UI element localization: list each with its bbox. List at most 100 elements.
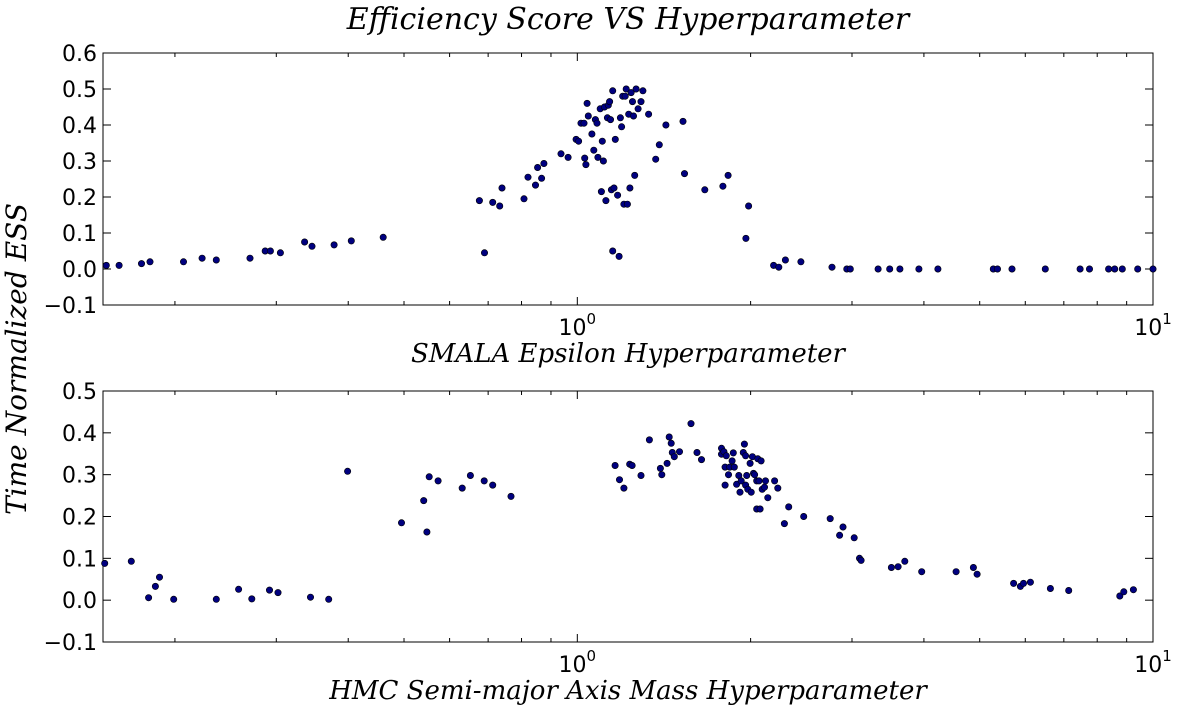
smala-data-point [679,117,687,125]
smala-ytick-label: 0.4 [62,114,97,139]
smala-data-point [652,155,660,163]
hmc-data-point [774,484,782,492]
smala-data-point [580,119,588,127]
smala-data-point [1086,265,1094,273]
smala-data-point [628,98,636,106]
shared-y-axis-label: Time Normalized ESS [0,203,33,515]
smala-data-point [626,184,634,192]
smala-data-point [1076,265,1084,273]
hmc-ytick-label: 0.4 [62,422,97,447]
hmc-data-point [156,573,164,581]
smala-data-point [915,265,923,273]
smala-data-point [276,249,284,257]
hmc-data-point [170,595,178,603]
hmc-data-point [742,452,750,460]
smala-data-point [797,258,805,266]
smala-data-point [531,181,539,189]
hmc-data-point [764,494,772,502]
hmc-ytick-label: −0.1 [44,631,97,656]
hmc-data-point [780,520,788,528]
smala-data-point [590,146,598,154]
hmc-data-point [721,481,729,489]
hmc-data-point [722,452,730,460]
hmc-data-point [1120,588,1128,596]
hmc-ytick-label: 0.5 [62,380,97,405]
smala-ytick-label: 0.3 [62,150,97,175]
hmc-xtick-label: 100 [559,647,597,678]
hmc-data-point [887,563,895,571]
hmc-ytick-label: 0.2 [62,506,97,531]
smala-data-point [993,265,1001,273]
smala-data-point [102,261,110,269]
smala-data-point [631,171,639,179]
smala-data-point [480,249,488,257]
smala-data-point [115,261,123,269]
hmc-data-point [740,440,748,448]
hmc-data-point [425,473,433,481]
figure-title: Efficiency Score VS Hyperparameter [346,2,911,37]
smala-data-point [609,87,617,95]
smala-data-point [584,112,592,120]
smala-data-point [680,170,688,178]
smala-data-point [598,137,606,145]
smala-data-point [347,237,355,245]
smala-data-point [896,265,904,273]
hmc-data-point [397,519,405,527]
smala-data-point [632,85,640,93]
hmc-data-point [693,448,701,456]
hmc-data-point [675,448,683,456]
hmc-data-point [1026,578,1034,586]
hmc-data-point [973,570,981,578]
smala-data-point [886,265,894,273]
smala-ytick-label: 0.2 [62,186,97,211]
smala-data-point [701,186,709,194]
smala-data-point [538,174,546,182]
hmc-data-point [127,557,135,565]
smala-data-point [662,121,670,129]
smala-data-point [1118,265,1126,273]
hmc-data-point [423,528,431,536]
smala-data-point [606,116,614,124]
smala-xtick-label: 101 [1134,310,1172,341]
smala-data-point [489,198,497,206]
hmc-data-point [480,477,488,485]
hmc-data-point [458,484,466,492]
smala-data-point [621,92,629,100]
smala-data-point [775,263,783,271]
hmc-data-point [756,505,764,513]
hmc-data-point [826,515,834,523]
smala-data-point [781,256,789,264]
smala-data-point [724,171,732,179]
hmc-data-point [645,436,653,444]
hmc-ytick-label: 0.1 [62,547,97,572]
hmc-data-point [434,477,442,485]
hmc-data-point [489,481,497,489]
hmc-data-point [265,586,273,594]
smala-data-point [602,197,610,205]
hmc-data-point [760,483,768,491]
hmc-data-point [761,477,769,485]
hmc-data-point [746,459,754,467]
hmc-data-point [637,471,645,479]
hmc-data-point [1019,579,1027,587]
smala-data-point [828,263,836,271]
smala-data-point [581,154,589,162]
smala-data-point [496,202,504,210]
smala-data-point [588,130,596,138]
hmc-data-point [151,582,159,590]
hmc-data-point [507,492,515,500]
smala-data-point [564,153,572,161]
hmc-data-point [757,457,765,465]
smala-data-point [1149,265,1157,273]
hmc-data-point [969,563,977,571]
hmc-data-point [628,461,636,469]
smala-data-point [599,157,607,165]
hmc-data-point [785,503,793,511]
hmc-data-point [1010,579,1018,587]
smala-axes-frame [102,52,1154,306]
hmc-ytick-label: 0.3 [62,464,97,489]
smala-data-point [1105,265,1113,273]
smala-data-point [180,258,188,266]
smala-data-point [582,161,590,169]
smala-data-point [616,114,624,122]
